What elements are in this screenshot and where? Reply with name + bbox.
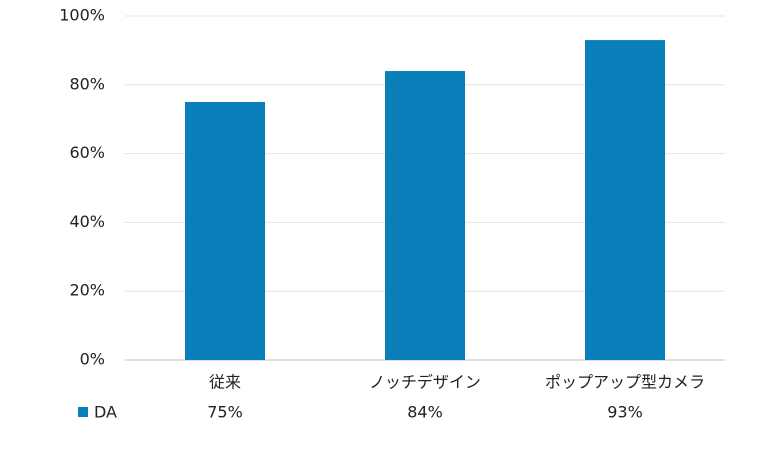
y-tick-label: 40% <box>69 212 105 231</box>
legend-swatch <box>78 407 88 417</box>
y-tick-label: 80% <box>69 74 105 93</box>
y-tick-label: 0% <box>80 350 105 369</box>
legend-label: DA <box>94 403 117 422</box>
x-tick-label: 従来 <box>209 373 241 392</box>
bar <box>385 71 465 360</box>
y-tick-label: 100% <box>59 6 105 25</box>
y-tick-label: 20% <box>69 281 105 300</box>
table-value: 75% <box>207 403 243 422</box>
x-tick-label: ポップアップ型カメラ <box>545 373 705 392</box>
table-value: 84% <box>407 403 443 422</box>
y-tick-label: 60% <box>69 143 105 162</box>
table-value: 93% <box>607 403 643 422</box>
bar <box>185 102 265 360</box>
x-tick-label: ノッチデザイン <box>369 373 481 392</box>
bar <box>585 40 665 361</box>
